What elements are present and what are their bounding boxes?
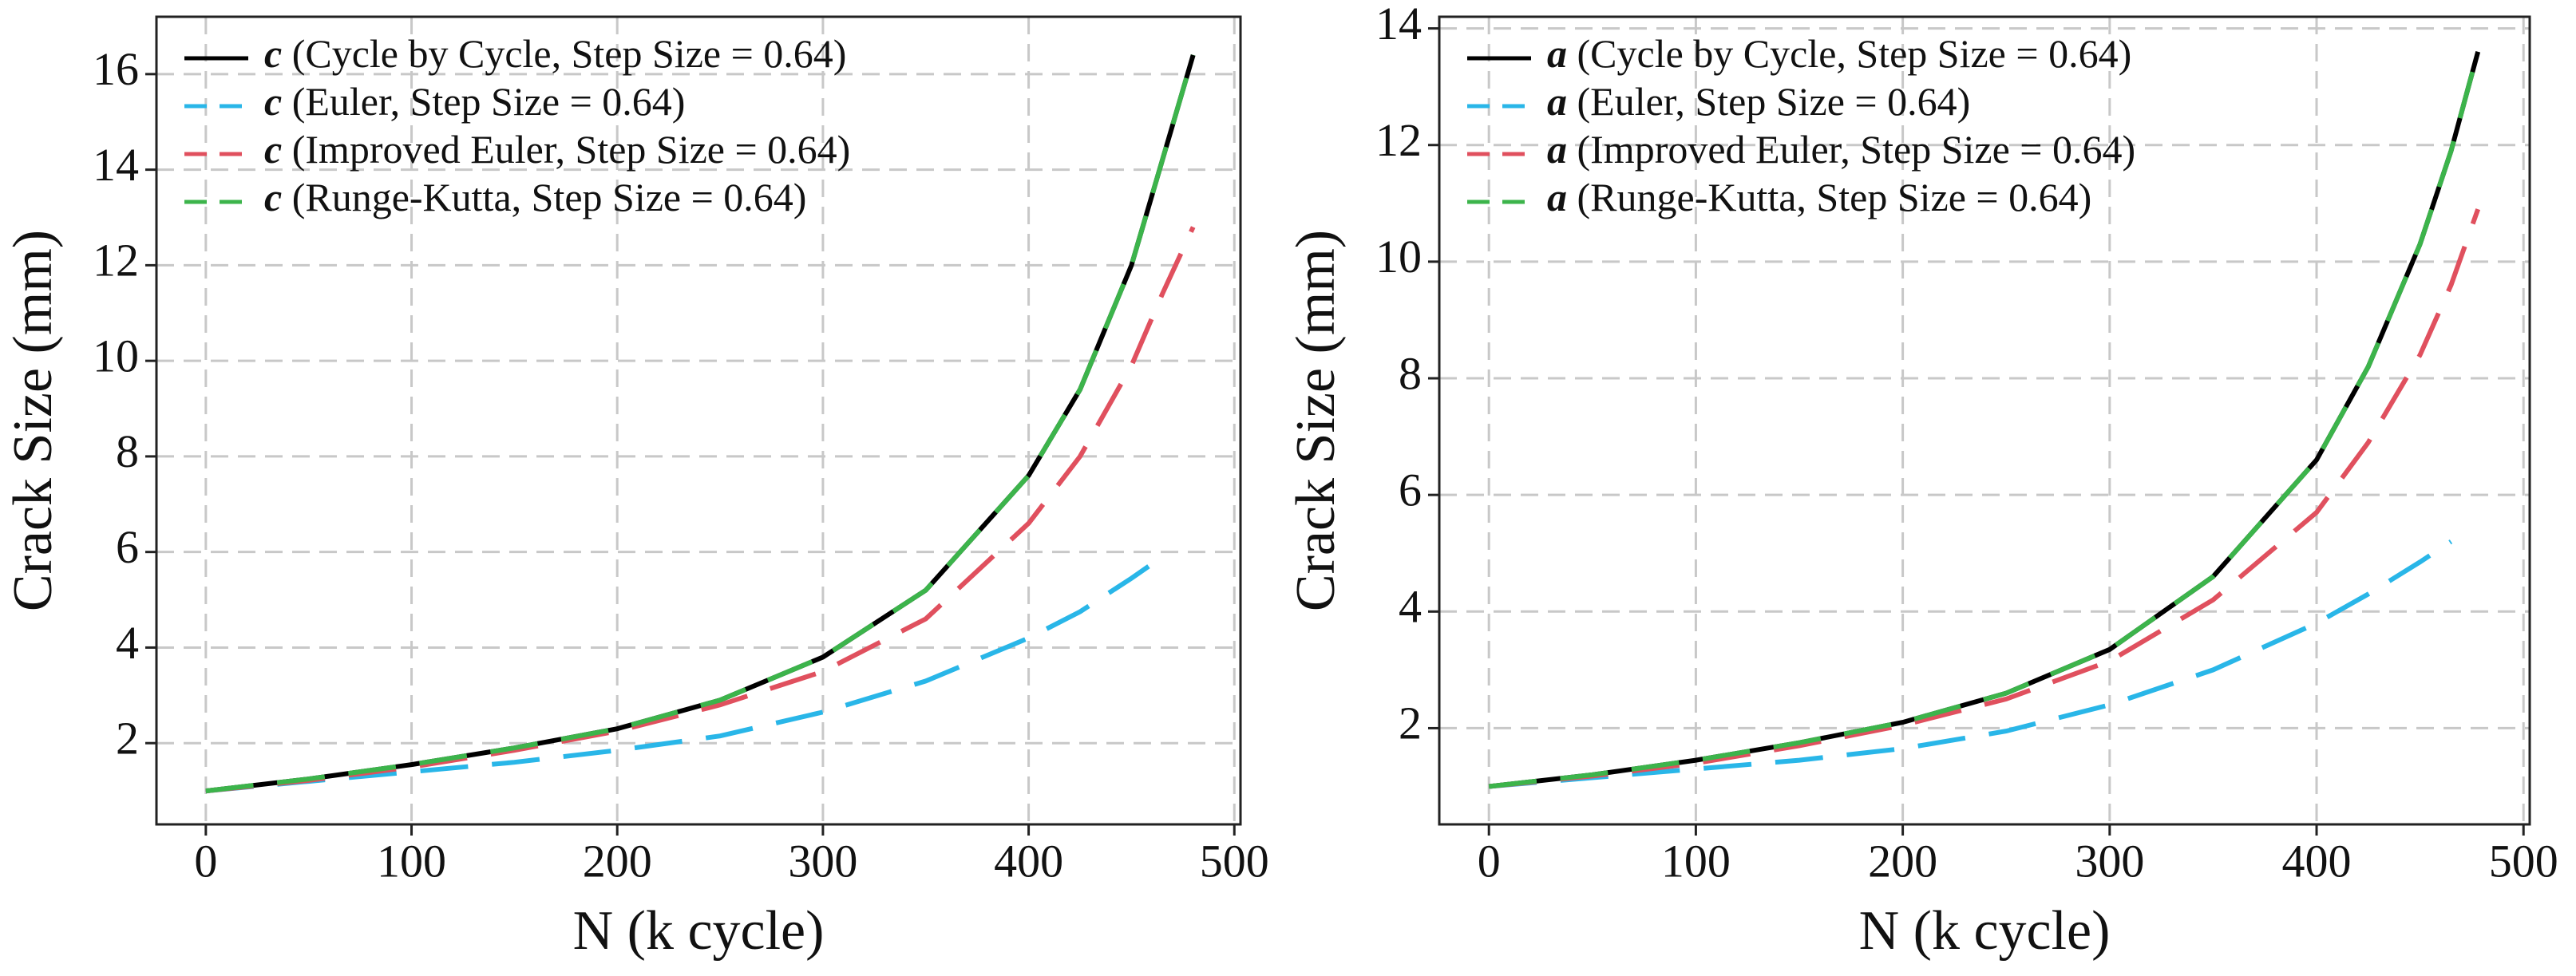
plot-frame	[155, 15, 1242, 826]
x-tick-label: 400	[994, 835, 1063, 887]
legend-text: (Improved Euler, Step Size = 0.64)	[1567, 127, 2135, 172]
legend-symbol: c	[264, 127, 282, 172]
y-axis-label: Crack Size (mm)	[1285, 230, 1347, 611]
x-tick-label: 500	[2489, 835, 2558, 887]
x-tick-label: 300	[788, 835, 857, 887]
x-tick-label: 100	[1661, 835, 1731, 887]
legend-text: (Euler, Step Size = 0.64)	[1567, 79, 1970, 124]
y-tick-label: 12	[1375, 114, 1422, 166]
y-tick-label: 4	[116, 617, 139, 669]
x-tick-label: 200	[583, 835, 652, 887]
y-tick-label: 2	[1399, 697, 1422, 749]
y-tick-label: 8	[1399, 347, 1422, 399]
legend-symbol: c	[264, 175, 282, 219]
y-tick-label: 14	[1375, 0, 1422, 49]
legend-symbol: a	[1547, 31, 1567, 76]
legend-text: (Runge-Kutta, Step Size = 0.64)	[1567, 175, 2091, 219]
legend-label: a (Improved Euler, Step Size = 0.64)	[1547, 127, 2135, 172]
series-line	[1488, 539, 2453, 789]
y-tick-label: 6	[116, 521, 139, 573]
y-tick-label: 6	[1399, 464, 1422, 516]
x-tick-label: 0	[1478, 835, 1501, 887]
series-line	[205, 54, 1196, 794]
legend-symbol: a	[1547, 127, 1567, 172]
y-tick-label: 10	[1375, 231, 1422, 283]
y-tick-label: 14	[93, 139, 139, 191]
x-tick-label: 100	[377, 835, 446, 887]
x-axis-label: N (k cycle)	[573, 900, 825, 962]
legend-label: a (Euler, Step Size = 0.64)	[1547, 79, 1970, 124]
legend-label: c (Improved Euler, Step Size = 0.64)	[264, 127, 850, 172]
y-tick-label: 8	[116, 425, 139, 477]
legend-label: c (Euler, Step Size = 0.64)	[264, 79, 685, 124]
y-tick-label: 2	[116, 713, 139, 765]
x-tick-label: 300	[2075, 835, 2144, 887]
plot-frame	[1438, 15, 2531, 826]
legend-symbol: a	[1547, 175, 1567, 219]
x-tick-label: 500	[1200, 835, 1269, 887]
legend-text: (Cycle by Cycle, Step Size = 0.64)	[282, 31, 846, 76]
legend-text: (Euler, Step Size = 0.64)	[282, 79, 685, 124]
y-axis-label: Crack Size (mm)	[2, 230, 64, 611]
series-line	[1488, 51, 2481, 789]
legend-symbol: c	[264, 31, 282, 76]
y-tick-label: 16	[93, 43, 139, 95]
legend-label: a (Runge-Kutta, Step Size = 0.64)	[1547, 175, 2091, 219]
x-axis-label: N (k cycle)	[1859, 900, 2111, 962]
legend-text: (Cycle by Cycle, Step Size = 0.64)	[1567, 31, 2131, 76]
legend-label: a (Cycle by Cycle, Step Size = 0.64)	[1547, 31, 2131, 76]
y-tick-label: 10	[93, 330, 139, 381]
legend-label: c (Runge-Kutta, Step Size = 0.64)	[264, 175, 806, 219]
series-line	[1488, 208, 2481, 789]
y-tick-label: 4	[1399, 581, 1422, 633]
legend-label: c (Cycle by Cycle, Step Size = 0.64)	[264, 31, 846, 76]
x-tick-label: 200	[1868, 835, 1937, 887]
y-tick-label: 12	[93, 235, 139, 286]
legend-text: (Improved Euler, Step Size = 0.64)	[282, 127, 850, 172]
legend-symbol: c	[264, 79, 282, 124]
x-tick-label: 400	[2282, 835, 2352, 887]
x-tick-label: 0	[194, 835, 217, 887]
legend-symbol: a	[1547, 79, 1567, 124]
series-line	[205, 555, 1164, 794]
legend-text: (Runge-Kutta, Step Size = 0.64)	[282, 175, 806, 219]
